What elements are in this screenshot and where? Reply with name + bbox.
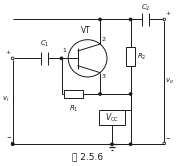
Circle shape [99,93,101,95]
Circle shape [129,18,132,21]
Circle shape [99,18,101,21]
Circle shape [60,57,63,59]
Circle shape [129,143,132,145]
Text: −: − [165,135,170,140]
Text: 图 2.5.6: 图 2.5.6 [72,152,103,161]
Text: $C_1$: $C_1$ [40,39,49,49]
Text: 1: 1 [63,48,67,53]
Text: 2: 2 [102,38,106,42]
Text: VT: VT [81,26,91,35]
Circle shape [11,143,14,145]
Circle shape [111,143,113,145]
FancyBboxPatch shape [64,89,83,98]
Text: $v_i$: $v_i$ [2,95,9,104]
Text: $R_1$: $R_1$ [69,103,78,114]
Text: 3: 3 [102,74,106,79]
Text: $R_2$: $R_2$ [137,52,147,62]
Text: $C_2$: $C_2$ [141,3,150,13]
Text: +: + [165,11,170,16]
Text: $v_o$: $v_o$ [165,77,174,86]
Text: +: + [6,50,11,55]
FancyBboxPatch shape [126,47,135,66]
Circle shape [129,93,132,95]
Text: $V_{\rm CC}$: $V_{\rm CC}$ [105,111,119,124]
FancyBboxPatch shape [99,110,125,125]
Text: −: − [6,134,11,139]
